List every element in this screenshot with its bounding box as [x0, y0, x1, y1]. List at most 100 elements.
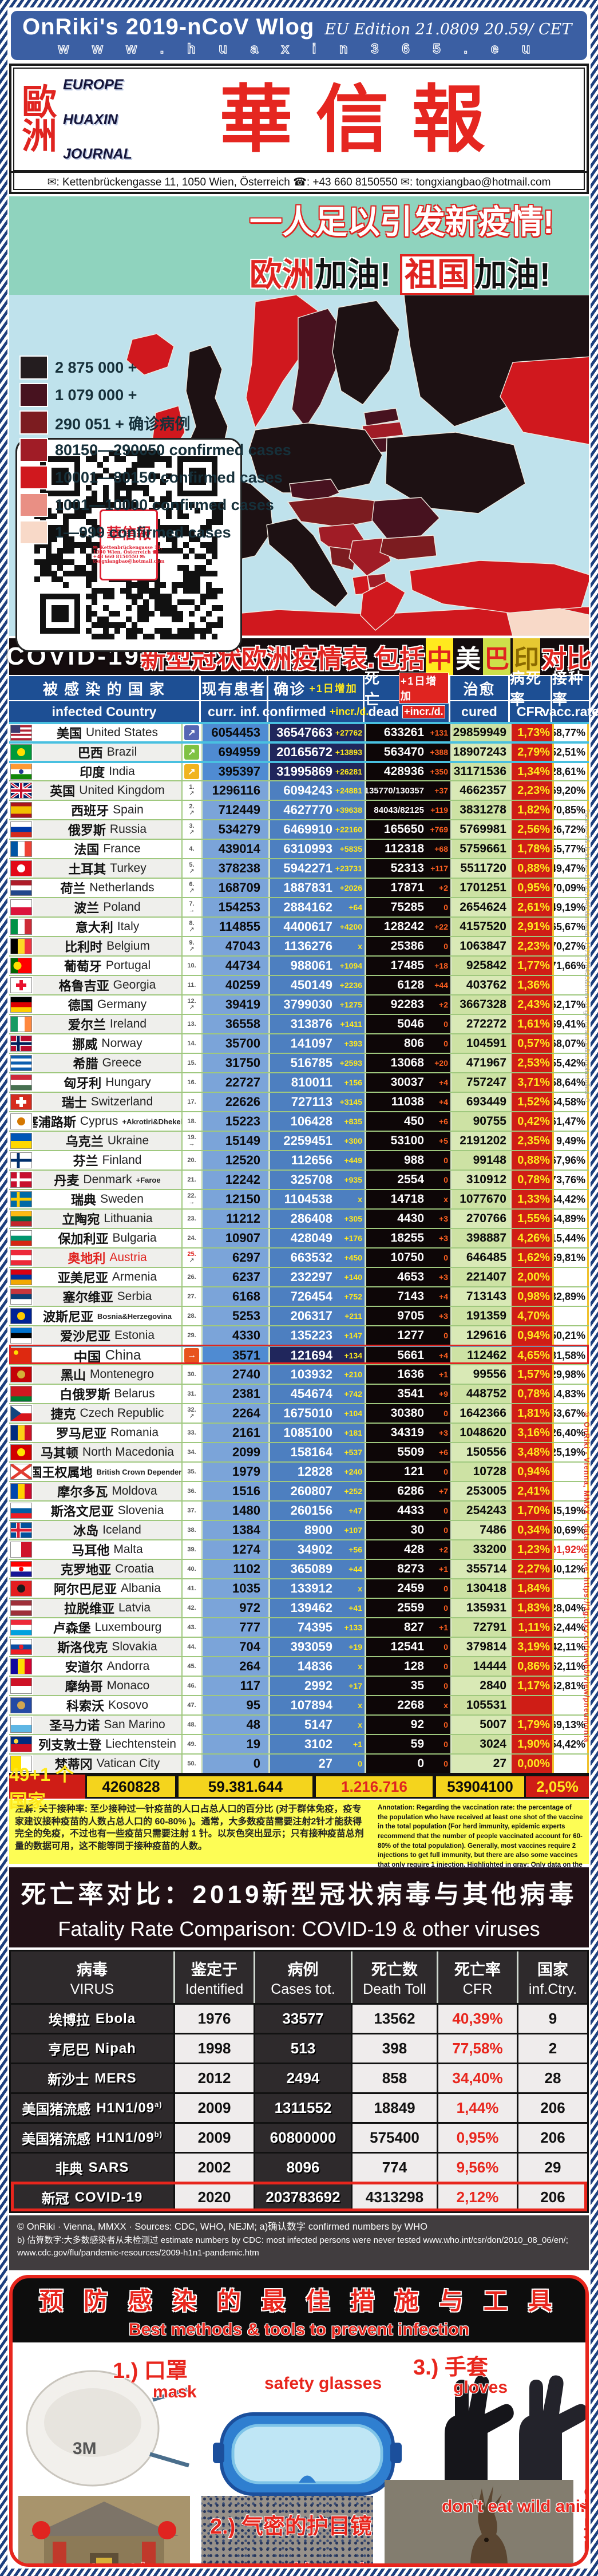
confirmed-cell: 365089 +44	[268, 1560, 365, 1578]
vaccination-rate: 91,92%	[552, 1540, 589, 1559]
fatality-row-covid-19: 新冠 COVID-19 2020 203783692 4313298 2,12% 206	[11, 2182, 587, 2211]
cured-total: 379814	[450, 1638, 510, 1656]
legend-swatch	[19, 355, 48, 380]
confirmed-increase: +47	[348, 1506, 362, 1515]
country-cell: 中国 China	[33, 1347, 181, 1364]
deer-image	[385, 2480, 573, 2563]
rank-cell: 38.	[181, 1521, 201, 1539]
cured-total: 112462	[450, 1347, 510, 1364]
confirmed-cell: 107894 x	[268, 1696, 365, 1714]
country-name-en: Belarus	[114, 1387, 155, 1400]
rank-number: 32.	[187, 1406, 196, 1413]
flag-cell	[9, 1347, 33, 1364]
country-name-en: Brazil	[106, 745, 137, 758]
country-name-cn: 斯洛伐克	[57, 1641, 108, 1655]
cured-total: 3831278	[450, 801, 510, 819]
cured-total: 1063847	[450, 937, 510, 955]
dead-cell: 10750 0	[365, 1249, 450, 1267]
confirmed-increase: +41	[348, 1603, 362, 1613]
rank-cell: 21.	[181, 1171, 201, 1189]
cured-total: 130418	[450, 1579, 510, 1598]
masthead-cn-title: 華信報	[219, 77, 508, 163]
flag-cell	[9, 820, 33, 839]
dead-total: 84043/82125	[374, 805, 424, 815]
virus-identified: 2012	[175, 2064, 255, 2092]
fatality-header-en: CFR	[462, 1981, 493, 1997]
virus-countries: 9	[518, 2005, 587, 2033]
table-row-am: 亚美尼亚 Armenia 26. 6237 232297 +140 4653 +3 221407…	[9, 1267, 589, 1286]
dead-cell: 128242 +22	[365, 918, 450, 936]
vaccination-rate	[552, 1268, 589, 1286]
vaccination-rate	[552, 1696, 589, 1714]
table-row-is: 冰岛 Iceland 38. 1384 8900 +107 30 0 7486 0,34% 80,6…	[9, 1520, 589, 1539]
confirmed-cell: 34902 +56	[268, 1540, 365, 1559]
country-name-en: United States	[85, 726, 159, 739]
virus-cases: 2494	[255, 2064, 353, 2092]
confirmed-increase: +2236	[339, 981, 362, 990]
dead-cell: 35 0	[365, 1677, 450, 1695]
country-name-cn: 马其顿	[41, 1446, 79, 1460]
legend-swatch	[19, 383, 48, 407]
prevention-title-cn: 预 防 感 染 的 最 佳 措 施 与 工 具	[39, 2287, 559, 2314]
cfr-value: 4,26%	[510, 1229, 552, 1247]
vaccination-rate: 67,96%	[552, 1151, 589, 1170]
virus-identified: 2009	[175, 2124, 255, 2152]
dead-cell: 4433 0	[365, 1502, 450, 1520]
country-name-cn: 立陶宛	[62, 1212, 100, 1227]
dead-increase: +22	[434, 922, 448, 931]
cured-total: 72791	[450, 1618, 510, 1637]
current-infections: 2161	[201, 1424, 268, 1442]
trend-arrow-icon: →	[188, 1199, 195, 1206]
confirmed-increase: +537	[344, 1448, 362, 1457]
confirmed-total: 139462	[290, 1601, 332, 1615]
title-part: 巴	[483, 638, 511, 675]
cfr-value: 4,65%	[510, 1347, 552, 1364]
confirmed-increase: +19	[348, 1642, 362, 1652]
country-name-cn: 科索沃	[66, 1699, 104, 1713]
rank-cell: 17.	[181, 1093, 201, 1111]
dead-cell: 75285 0	[365, 898, 450, 916]
country-name-cn: 爱沙尼亚	[60, 1329, 110, 1344]
cfr-value: 2,27%	[510, 1560, 552, 1578]
rank-cell: 44.	[181, 1638, 201, 1656]
trend-arrow-icon: ↗	[189, 1257, 195, 1264]
cfr-value: 1,77%	[510, 957, 552, 975]
rank-cell: 41.	[181, 1579, 201, 1598]
cured-total: 3024	[450, 1735, 510, 1753]
confirmed-increase: +13893	[335, 748, 362, 757]
header-label: dead	[368, 704, 399, 719]
dead-cell: 135770/130357 +37	[365, 781, 450, 800]
dead-cell: 6286 +7	[365, 1482, 450, 1500]
fatality-header-en: Identified	[185, 1981, 244, 1997]
cfr-value: 3,16%	[510, 1424, 552, 1442]
virus-name-en: COVID-19	[74, 2189, 143, 2205]
flag-cell	[9, 1073, 33, 1092]
confirmed-cell: 313876 +1411	[268, 1015, 365, 1033]
virus-identified: 2020	[175, 2183, 255, 2211]
dead-increase: +4	[439, 1351, 448, 1360]
country-name-cn: 马耳他	[72, 1543, 110, 1558]
confirmed-total: 34902	[297, 1542, 332, 1556]
dead-increase: 0	[443, 1506, 448, 1515]
cured-total: 104591	[450, 1034, 510, 1053]
flag-cell	[9, 1502, 33, 1520]
country-name-en: Latvia	[118, 1601, 151, 1614]
confirmed-increase: +176	[344, 1234, 362, 1243]
country-cell: 圣马力诺 San Marino	[33, 1716, 181, 1734]
rank-number: 40.	[187, 1565, 196, 1573]
table-row-li: 列支敦士登 Liechtenstein 49. 19 3102 +1 59 0 3024 1,90…	[9, 1734, 589, 1753]
vaccination-rate: 28,61%	[552, 763, 589, 780]
dead-cell: 128 0	[365, 1657, 450, 1676]
fatality-header: 死亡率 CFR	[438, 1951, 518, 2003]
page-title: OnRiki's 2019-nCoV Wlog	[22, 14, 315, 39]
dead-increase: 0	[443, 1253, 448, 1262]
country-name-en: Germany	[97, 998, 147, 1011]
rank-number: 13.	[187, 1020, 196, 1028]
current-infections: 712449	[201, 801, 268, 819]
table-row-ee: 爱沙尼亚 Estonia 29. 4330 135223 +147 1277 0 129616 0…	[9, 1325, 589, 1345]
vaccination-rate: 49,19%	[552, 898, 589, 916]
virus-name: 美国猪流感 H1N1/09a)	[11, 2094, 175, 2122]
dead-total: 53100	[390, 1134, 424, 1147]
rank-number: 18.	[187, 1117, 196, 1125]
flag-icon-ua	[10, 1133, 32, 1149]
